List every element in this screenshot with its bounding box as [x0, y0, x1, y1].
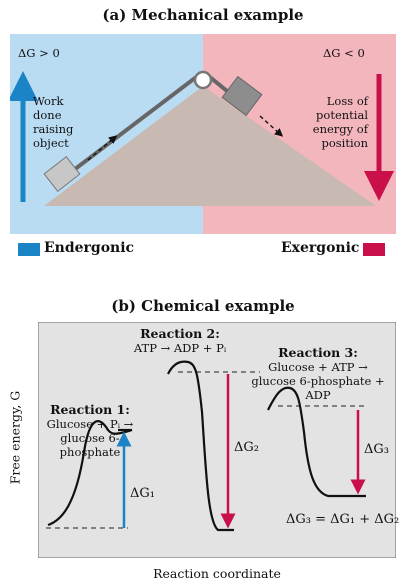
reaction3-label: Reaction 3: Glucose + ATP → glucose 6-ph… — [242, 345, 394, 402]
reaction1-title: Reaction 1: — [50, 402, 130, 417]
mechanical-illustration — [7, 34, 396, 234]
reaction2-line1: ATP → ADP + Pᵢ — [133, 341, 227, 355]
loss-caption-line: Loss of — [326, 94, 368, 108]
dg3-label: ΔG₃ — [364, 442, 389, 457]
dashed-up-arrow — [87, 135, 118, 161]
reaction1-label: Reaction 1: Glucose + Pᵢ → glucose 6-pho… — [40, 402, 140, 459]
exergonic-swatch — [363, 243, 385, 256]
work-caption-line: done — [33, 108, 62, 122]
chemical-panel — [37, 321, 397, 559]
rx3-curve — [267, 386, 366, 498]
exergonic-label: Exergonic — [281, 240, 360, 256]
x-axis-label: Reaction coordinate — [153, 566, 281, 581]
work-caption: Work done raising object — [33, 94, 73, 150]
high-block — [221, 75, 263, 117]
work-caption-line: object — [33, 136, 69, 150]
work-caption-line: raising — [33, 122, 74, 136]
reaction2-label: Reaction 2: ATP → ADP + Pᵢ — [130, 326, 230, 355]
rx1-curve — [47, 420, 133, 527]
dashed-down-arrow — [259, 115, 284, 137]
loss-caption: Loss of potential energy of position — [308, 94, 368, 150]
right-dg-label: ΔG < 0 — [323, 46, 365, 60]
loss-caption-line: potential — [316, 108, 368, 122]
dg-sum-label: ΔG₃ = ΔG₁ + ΔG₂ — [286, 512, 400, 527]
reaction1-line1: Glucose + Pᵢ → — [46, 417, 134, 431]
dg1-label: ΔG₁ — [130, 486, 155, 501]
reaction3-line2: glucose 6-phosphate + ADP — [251, 374, 385, 402]
reaction3-title: Reaction 3: — [278, 345, 358, 360]
left-dg-label: ΔG > 0 — [18, 46, 60, 60]
reaction3-line1: Glucose + ATP → — [268, 360, 368, 374]
reaction2-title: Reaction 2: — [140, 326, 220, 341]
endergonic-swatch — [18, 243, 40, 256]
rx2-curve — [167, 360, 234, 532]
dg2-label: ΔG₂ — [234, 440, 259, 455]
low-block — [43, 156, 81, 192]
ramp-triangle — [44, 86, 376, 206]
loss-caption-line: energy of — [312, 122, 368, 136]
loss-caption-line: position — [321, 136, 369, 150]
mechanical-panel — [7, 34, 396, 234]
pulley-icon — [193, 70, 213, 90]
mechanical-title: (a) Mechanical example — [102, 6, 304, 24]
chemical-title: (b) Chemical example — [111, 297, 295, 315]
endergonic-label: Endergonic — [44, 240, 135, 256]
y-axis-label: Free energy, G — [7, 390, 23, 485]
work-caption-line: Work — [33, 94, 64, 108]
reaction1-line2: glucose 6-phosphate — [59, 431, 121, 459]
